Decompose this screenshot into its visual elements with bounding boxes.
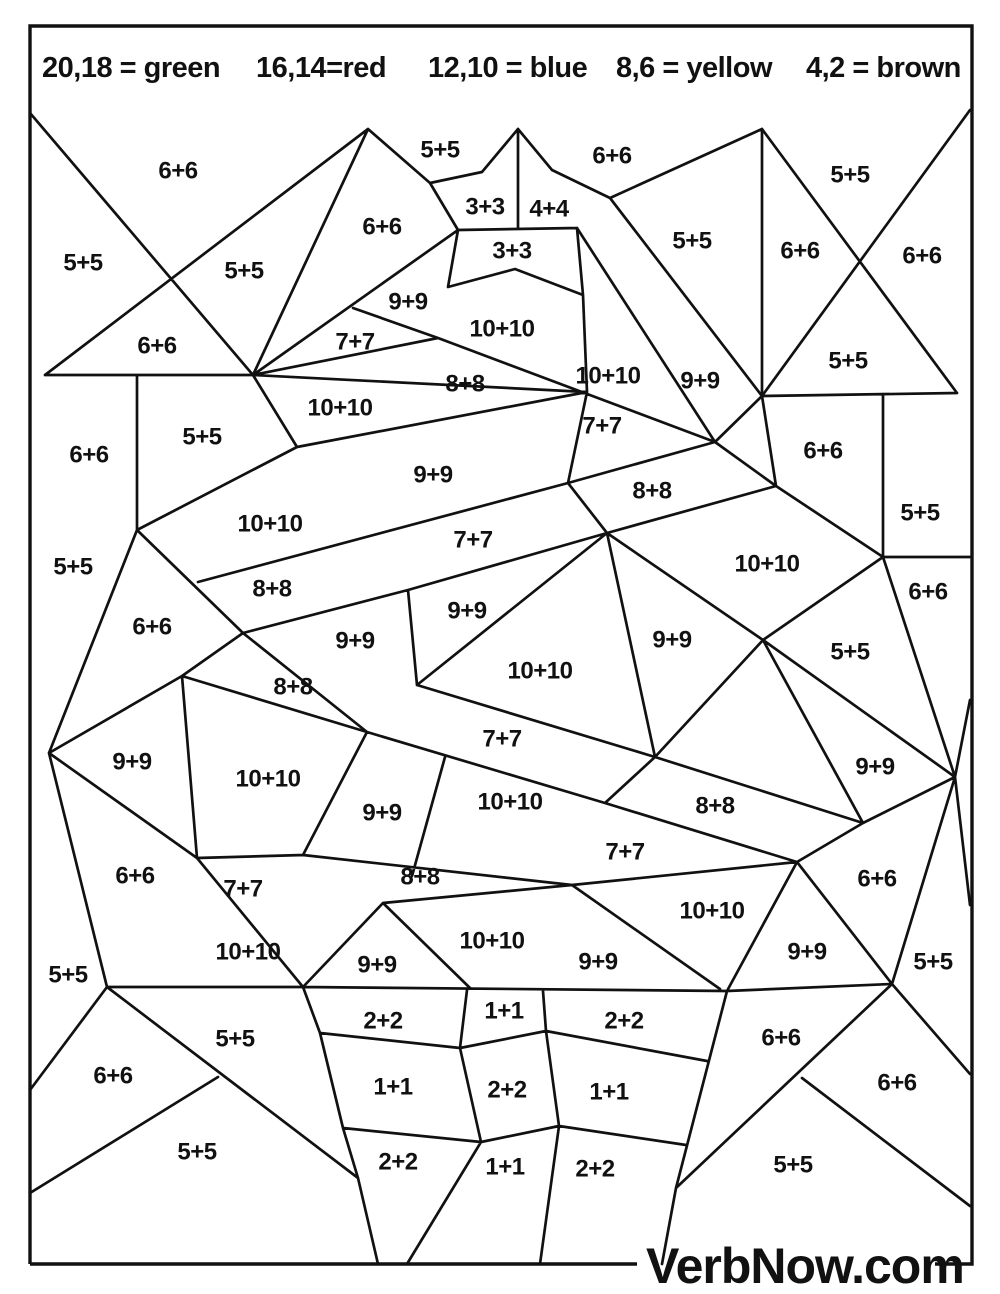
- cell-label: 9+9: [388, 288, 428, 316]
- cell-label: 9+9: [787, 938, 827, 966]
- cell-label: 5+5: [900, 499, 940, 527]
- cell-label: 7+7: [453, 526, 493, 554]
- cell-label: 5+5: [773, 1151, 813, 1179]
- legend-item: 16,14=red: [256, 52, 387, 85]
- cell-label: 10+10: [235, 765, 301, 793]
- cell-label: 8+8: [695, 792, 735, 820]
- cell-label: 10+10: [734, 550, 800, 578]
- cell-label: 3+3: [465, 193, 505, 221]
- region-boundaries: [28, 108, 972, 1266]
- cell-label: 10+10: [215, 938, 281, 966]
- cell-label: 5+5: [63, 249, 103, 277]
- cell-label: 6+6: [137, 332, 177, 360]
- cell-label: 9+9: [112, 748, 152, 776]
- cell-label: 10+10: [459, 927, 525, 955]
- cell-label: 7+7: [335, 328, 375, 356]
- cell-label: 9+9: [680, 367, 720, 395]
- cell-label: 7+7: [582, 412, 622, 440]
- cell-label: 6+6: [803, 437, 843, 465]
- cell-label: 9+9: [335, 627, 375, 655]
- cell-label: 9+9: [362, 799, 402, 827]
- cell-label: 5+5: [53, 553, 93, 581]
- cell-label: 8+8: [273, 673, 313, 701]
- cell-label: 7+7: [223, 875, 263, 903]
- cell-label: 5+5: [913, 948, 953, 976]
- cell-label: 10+10: [469, 315, 535, 343]
- cell-label: 10+10: [477, 788, 543, 816]
- cell-label: 7+7: [482, 725, 522, 753]
- cell-label: 8+8: [400, 863, 440, 891]
- cell-label: 7+7: [605, 838, 645, 866]
- cell-label: 4+4: [529, 195, 569, 223]
- cell-label: 5+5: [177, 1138, 217, 1166]
- cell-label: 6+6: [877, 1069, 917, 1097]
- cell-label: 5+5: [830, 638, 870, 666]
- cell-label: 5+5: [224, 257, 264, 285]
- cell-label: 5+5: [830, 161, 870, 189]
- cell-label: 5+5: [48, 961, 88, 989]
- cell-label: 6+6: [761, 1024, 801, 1052]
- cell-label: 6+6: [362, 213, 402, 241]
- cell-label: 2+2: [604, 1007, 644, 1035]
- cell-label: 6+6: [902, 242, 942, 270]
- cell-label: 6+6: [908, 578, 948, 606]
- cell-label: 2+2: [487, 1076, 527, 1104]
- cell-label: 5+5: [215, 1025, 255, 1053]
- cell-label: 6+6: [780, 237, 820, 265]
- cell-label: 5+5: [672, 227, 712, 255]
- cell-label: 9+9: [357, 951, 397, 979]
- cell-label: 10+10: [237, 510, 303, 538]
- cell-label: 10+10: [679, 897, 745, 925]
- cell-label: 9+9: [855, 753, 895, 781]
- cell-label: 1+1: [484, 997, 524, 1025]
- cell-label: 6+6: [115, 862, 155, 890]
- cell-label: 9+9: [413, 461, 453, 489]
- cell-label: 8+8: [252, 575, 292, 603]
- cell-label: 1+1: [485, 1153, 525, 1181]
- cell-label: 10+10: [575, 362, 641, 390]
- cell-label: 5+5: [182, 423, 222, 451]
- cell-label: 9+9: [652, 626, 692, 654]
- cell-label: 6+6: [592, 142, 632, 170]
- cell-label: 2+2: [378, 1148, 418, 1176]
- legend-item: 8,6 = yellow: [616, 52, 773, 85]
- legend-item: 20,18 = green: [42, 52, 221, 85]
- cell-label: 9+9: [578, 948, 618, 976]
- cell-label: 10+10: [307, 394, 373, 422]
- cell-label: 8+8: [632, 477, 672, 505]
- legend-item: 12,10 = blue: [428, 52, 588, 85]
- cell-label: 6+6: [158, 157, 198, 185]
- cell-label: 2+2: [575, 1155, 615, 1183]
- cell-label: 6+6: [69, 441, 109, 469]
- cell-label: 6+6: [132, 613, 172, 641]
- cell-label: 6+6: [93, 1062, 133, 1090]
- legend-item: 4,2 = brown: [806, 52, 961, 85]
- cell-label: 5+5: [420, 136, 460, 164]
- page-border: [28, 24, 974, 1266]
- cell-label: 1+1: [589, 1078, 629, 1106]
- cell-label: 6+6: [857, 865, 897, 893]
- cell-label: 1+1: [373, 1073, 413, 1101]
- cell-label: 2+2: [363, 1007, 403, 1035]
- cell-label: 10+10: [507, 657, 573, 685]
- site-watermark: VerbNow.com: [646, 1238, 965, 1294]
- cell-label: 3+3: [492, 237, 532, 265]
- cell-label: 5+5: [828, 347, 868, 375]
- cell-label: 9+9: [447, 597, 487, 625]
- cell-label: 8+8: [445, 370, 485, 398]
